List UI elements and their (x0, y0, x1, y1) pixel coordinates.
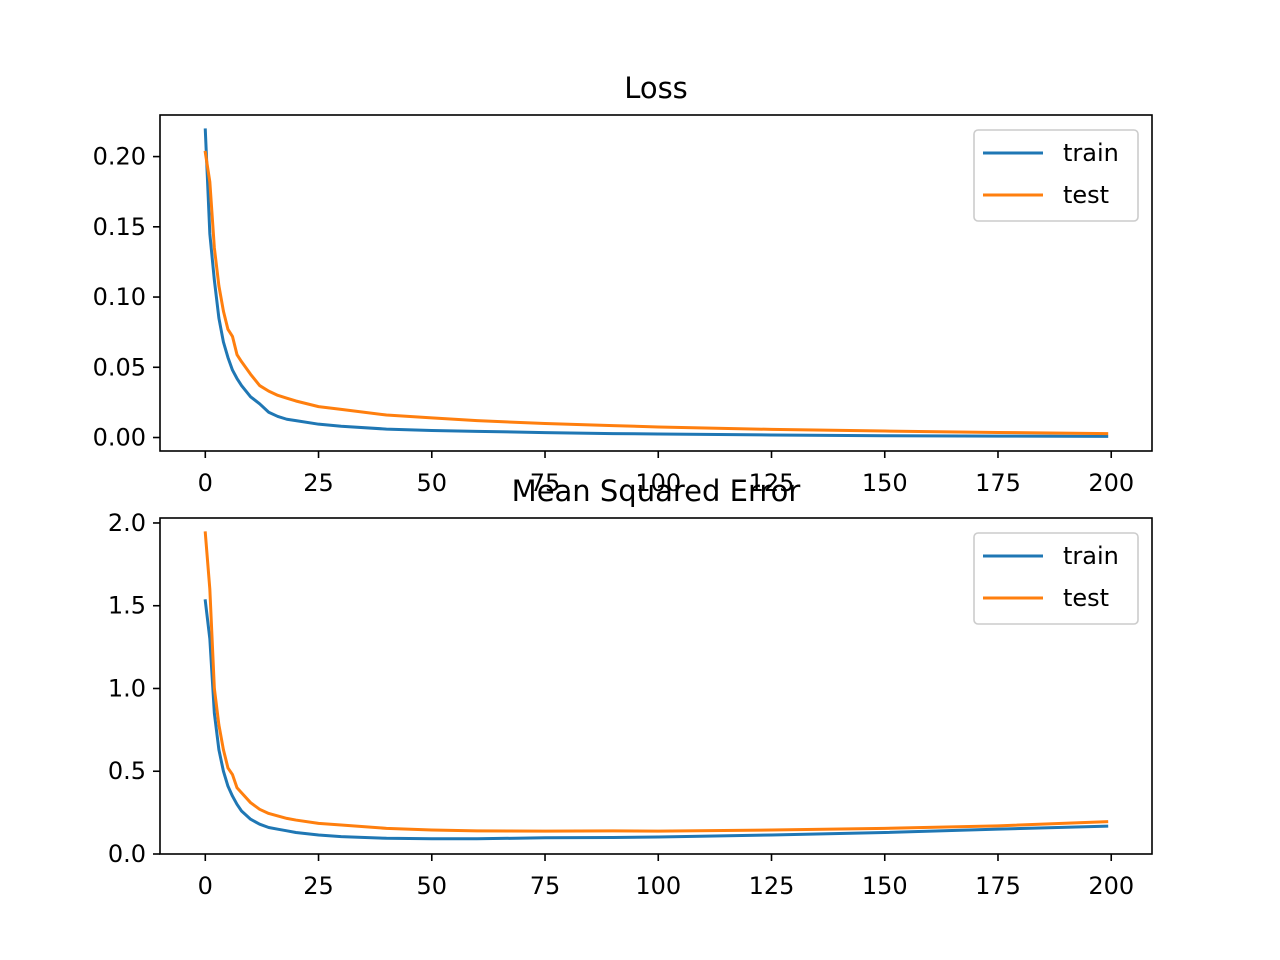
loss-x-tick-label: 75 (530, 469, 561, 497)
mse-x-tick-label: 200 (1088, 872, 1134, 900)
loss-x-tick-label: 50 (417, 469, 448, 497)
mse-y-tick-label: 1.0 (108, 674, 146, 702)
mse-x-tick-label: 50 (417, 872, 448, 900)
loss-y-tick-label: 0.00 (93, 424, 146, 452)
mse-x-tick-label: 125 (749, 872, 795, 900)
mse-legend: train test (973, 532, 1139, 625)
mse-legend-test-label: test (1063, 584, 1109, 612)
mse-x-tick-label: 25 (303, 872, 334, 900)
mse-y-tick-label: 2.0 (108, 509, 146, 537)
loss-y-tick-label: 0.05 (93, 353, 146, 381)
mse-x-tick-label: 0 (198, 872, 213, 900)
mse-series-lines (203, 531, 1109, 841)
loss-chart-title: Loss (624, 71, 688, 105)
loss-legend-test-label: test (1063, 181, 1109, 209)
loss-x-tick-label: 200 (1088, 469, 1134, 497)
mse-x-tick-label: 75 (530, 872, 561, 900)
loss-x-tick-label: 25 (303, 469, 334, 497)
loss-y-tick-label: 0.20 (93, 143, 146, 171)
loss-plot-frame (159, 114, 1153, 452)
loss-y-tick-label: 0.10 (93, 283, 146, 311)
mse-x-tick-label: 150 (862, 872, 908, 900)
mse-x-tick-label: 100 (635, 872, 681, 900)
mse-legend-train-label: train (1063, 542, 1119, 570)
mse-plot-frame (159, 517, 1153, 855)
mse-train-line (203, 599, 1109, 841)
loss-x-tick-label: 150 (862, 469, 908, 497)
loss-x-axis: 0 25 50 75 100 125 150 175 200 (198, 451, 1134, 497)
loss-series-lines (203, 128, 1109, 438)
loss-x-tick-label: 175 (975, 469, 1021, 497)
loss-legend: train test (973, 129, 1139, 222)
loss-legend-train-label: train (1063, 139, 1119, 167)
mse-y-tick-label: 0.5 (108, 757, 146, 785)
loss-test-line (203, 150, 1109, 436)
mse-y-tick-label: 0.0 (108, 840, 146, 868)
mse-y-tick-label: 1.5 (108, 592, 146, 620)
mse-subplot: Mean Squared Error 0.0 0.5 1.0 1.5 2.0 0 25 50… (108, 474, 1153, 900)
mse-test-line (203, 531, 1109, 833)
loss-y-tick-label: 0.15 (93, 213, 146, 241)
mse-x-axis: 0 25 50 75 100 125 150 175 200 (198, 854, 1134, 900)
loss-x-tick-label: 125 (749, 469, 795, 497)
mse-chart-title: Mean Squared Error (512, 474, 801, 508)
loss-train-line (203, 128, 1109, 438)
mse-x-tick-label: 175 (975, 872, 1021, 900)
loss-y-axis: 0.00 0.05 0.10 0.15 0.20 (93, 143, 160, 452)
loss-x-tick-label: 100 (635, 469, 681, 497)
loss-x-tick-label: 0 (198, 469, 213, 497)
loss-subplot: Loss 0.00 0.05 0.10 0.15 0.20 0 25 50 75 100 125 1… (93, 71, 1153, 497)
mse-y-axis: 0.0 0.5 1.0 1.5 2.0 (108, 509, 160, 868)
